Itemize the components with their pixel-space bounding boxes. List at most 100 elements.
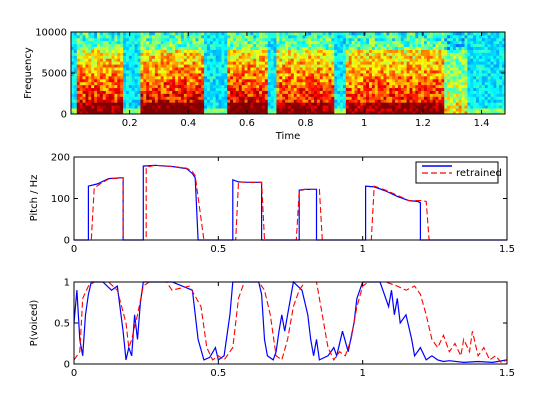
spectrogram-cell [149,58,153,62]
spectrogram-cell [91,84,95,89]
spectrogram-cell [189,70,193,74]
spectrogram-cell [250,43,254,48]
spectrogram-cell [334,93,338,97]
spectrogram-cell [351,61,355,65]
spectrogram-cell [73,87,78,91]
spectrogram-cell [455,32,460,36]
spectrogram-cell [71,61,75,65]
spectrogram-cell [331,87,335,91]
spectrogram-cell [157,70,162,74]
spectrogram-cell [455,108,460,112]
spectrogram-cell [120,64,124,68]
spectrogram-cell [397,49,402,53]
spectrogram-cell [195,64,199,68]
spectrogram-cell [282,55,286,59]
spectrogram-cell [296,46,300,50]
spectrogram-cell [102,102,107,106]
spectrogram-cell [369,34,373,39]
spectrogram-cell [250,37,254,42]
spectrogram-cell [377,90,381,94]
spectrogram-cell [244,102,248,106]
spectrogram-cell [128,40,133,45]
spectrogram-cell [85,52,89,56]
spectrogram-cell [221,55,225,59]
spectrogram-cell [241,70,245,74]
spectrogram-cell [319,34,324,39]
spectrogram-cell [342,102,347,106]
spectrogram-cell [302,40,306,45]
spectrogram-cell [233,43,237,48]
spectrogram-cell [76,34,81,39]
spectrogram-cell [123,96,127,100]
spectrogram-cell [114,78,118,83]
spectrogram-cell [371,43,376,48]
spectrogram-cell [238,84,243,89]
spectrogram-cell [435,40,439,45]
spectrogram-cell [380,40,384,45]
spectrogram-cell [102,52,107,56]
spectrogram-cell [467,75,471,80]
spectrogram-cell [426,90,431,94]
spectrogram-cell [461,108,465,112]
spectrogram-cell [221,73,225,77]
spectrogram-cell [314,37,318,42]
spectrogram-cell [183,40,188,45]
spectrogram-cell [337,87,341,91]
spectrogram-cell [102,70,107,74]
spectrogram-cell [415,93,419,97]
spectrogram-cell [421,58,425,62]
spectrogram-cell [438,67,442,71]
spectrogram-cell [478,55,483,59]
spectrogram-cell [473,75,477,80]
spectrogram-cell [285,84,289,89]
spectrogram-cell [230,52,234,56]
spectrogram-cell [154,58,159,62]
spectrogram-cell [363,93,367,97]
spectrogram-cell [180,37,185,42]
spectrogram-cell [183,99,188,103]
spectrogram-cell [230,75,234,80]
spectrogram-cell [325,61,329,65]
spectrogram-cell [357,105,361,109]
spectrogram-cell [305,67,309,71]
spectrogram-cell [334,90,338,94]
spectrogram-cell [137,84,141,89]
spectrogram-cell [383,111,387,114]
spectrogram-cell [154,81,159,86]
spectrogram-cell [386,46,390,50]
spectrogram-cell [395,34,399,39]
spectrogram-cell [490,70,494,74]
spectrogram-cell [345,61,350,65]
spectrogram-cell [490,93,494,97]
spectrogram-cell [221,87,225,91]
spectrogram-cell [79,67,83,71]
spectrogram-cell [296,90,300,94]
spectrogram-cell [111,78,115,83]
spectrogram-cell [154,55,159,59]
spectrogram-cell [261,93,266,97]
spectrogram-cell [441,102,445,106]
spectrogram-cell [186,46,191,50]
spectrogram-cell [409,49,413,53]
spectrogram-cell [76,73,81,77]
spectrogram-cell [447,111,451,114]
spectrogram-cell [314,34,318,39]
spectrogram-cell [293,52,298,56]
spectrogram-cell [256,90,260,94]
spectrogram-cell [108,34,112,39]
spectrogram-cell [426,34,431,39]
spectrogram-cell [412,46,416,50]
spectrogram-cell [160,78,164,83]
spectrogram-cell [123,64,127,68]
spectrogram-cell [172,61,176,65]
spectrogram-cell [406,105,410,109]
spectrogram-cell [218,93,222,97]
spectrogram-cell [455,102,460,106]
spectrogram-cell [473,49,477,53]
spectrogram-cell [386,75,390,80]
spectrogram-cell [186,49,191,53]
spectrogram-cell [403,55,408,59]
spectrogram-cell [435,78,439,83]
spectrogram-cell [238,73,243,77]
spectrogram-cell [369,43,373,48]
